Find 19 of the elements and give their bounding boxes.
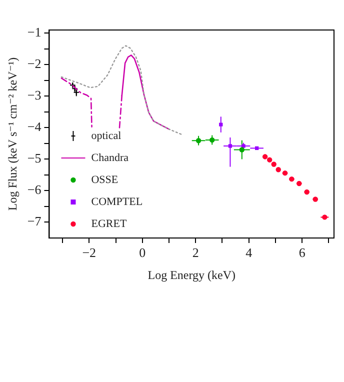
x-tick-label: 6 bbox=[298, 245, 306, 260]
legend-label: optical bbox=[91, 130, 122, 142]
x-tick-label: 0 bbox=[139, 245, 146, 260]
y-tick-label: −5 bbox=[27, 150, 42, 166]
legend-label: OSSE bbox=[91, 174, 118, 186]
legend-label: EGRET bbox=[91, 218, 127, 230]
y-tick-label: −1 bbox=[27, 24, 42, 40]
x-tick-label: −2 bbox=[82, 245, 96, 260]
y-tick-label: −2 bbox=[27, 56, 42, 72]
legend-label: COMPTEL bbox=[91, 196, 143, 208]
y-tick-label: −4 bbox=[27, 119, 42, 134]
x-tick-label: 2 bbox=[192, 245, 199, 260]
y-tick-label: −7 bbox=[27, 214, 42, 229]
x-tick-label: 4 bbox=[246, 245, 253, 260]
y-axis-title: Log Flux (keV s⁻¹ cm⁻² keV⁻¹) bbox=[5, 57, 20, 211]
y-tick-label: −3 bbox=[27, 88, 42, 103]
y-tick-label: −6 bbox=[27, 182, 42, 198]
legend-label: Chandra bbox=[91, 152, 129, 164]
x-axis-title: Log Energy (keV) bbox=[148, 268, 236, 282]
